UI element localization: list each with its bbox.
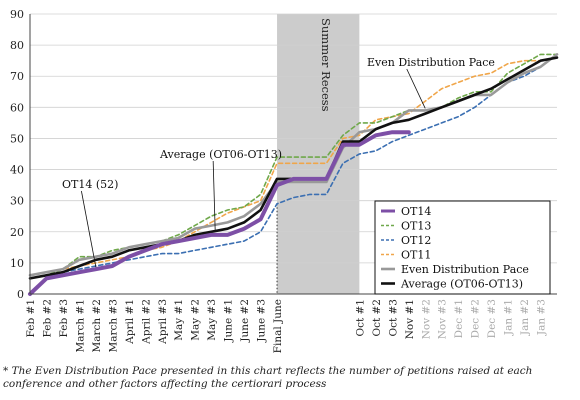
x-tick-label: Nov #3: [437, 299, 449, 339]
legend-item: Even Distribution Pace: [381, 263, 529, 276]
x-tick-label: Jan #3: [536, 299, 548, 336]
x-tick-label: Jan #2: [519, 299, 531, 336]
y-tick-label: 20: [10, 226, 24, 239]
y-tick-label: 60: [10, 101, 24, 114]
x-tick-label: Final June: [272, 299, 284, 353]
x-axis-tick-labels: Feb #1 Feb #2 Feb #3 March #1 March #2 March …: [25, 299, 548, 353]
x-tick-label: March #1: [74, 299, 86, 353]
legend-item: Average (OT06-OT13): [381, 278, 523, 291]
x-tick-label: May #2: [190, 299, 202, 341]
y-tick-label: 70: [10, 70, 24, 83]
series-line: [29, 56, 558, 277]
x-tick-label: Jan #1: [503, 299, 515, 336]
legend-box: [374, 200, 551, 295]
y-axis-tick-labels: 0 10 20 30 40 50 60 70 80 90: [10, 8, 24, 301]
y-tick-label: 50: [10, 132, 24, 145]
footnote-marker: *: [3, 365, 9, 377]
summer-recess-label: Summer Recess: [319, 18, 333, 112]
x-tick-label: Oct #1: [354, 299, 366, 337]
x-tick-label: May #1: [173, 299, 185, 341]
x-tick-label: Nov #1: [404, 299, 416, 339]
series-line: [29, 53, 558, 280]
legend-label: OT12: [401, 234, 431, 247]
legend-item: OT11: [381, 249, 431, 262]
chart-footnote: * The Even Distribution Pace presented i…: [3, 365, 577, 391]
x-tick-label: May #3: [206, 299, 218, 341]
annotation-ot14-pointer: [81, 190, 97, 268]
x-tick-label: Dec #1: [453, 299, 465, 338]
legend-label: OT13: [401, 220, 431, 233]
footnote-text: The Even Distribution Pace presented in …: [3, 365, 533, 390]
y-tick-label: 0: [17, 288, 24, 301]
y-tick-label: 90: [10, 8, 24, 21]
x-tick-label: March #3: [107, 299, 119, 353]
x-tick-label: Dec #2: [470, 299, 482, 338]
legend-label: OT11: [401, 249, 431, 262]
x-tick-label: Feb #2: [41, 299, 53, 337]
legend-label: Even Distribution Pace: [401, 263, 529, 276]
annotation-even-pace: Even Distribution Pace: [367, 56, 495, 69]
series-lines: [28, 53, 559, 296]
x-tick-label: Feb #1: [25, 299, 37, 337]
annotation-average: Average (OT06-OT13): [159, 148, 282, 161]
annotations: OT14 (52) Average (OT06-OT13) Even Distr…: [62, 56, 495, 268]
x-tick-label: Oct #3: [387, 299, 399, 337]
annotation-even-pace-pointer: [406, 68, 426, 109]
series-line: [28, 130, 411, 296]
x-tick-label: Feb #3: [58, 299, 70, 337]
x-tick-label: April #3: [157, 299, 169, 345]
summer-recess-band: [277, 14, 360, 294]
annotation-ot14: OT14 (52): [62, 178, 118, 191]
x-tick-label: Dec #3: [486, 299, 498, 338]
x-tick-label: June #1: [223, 299, 235, 343]
legend-item: OT13: [381, 220, 431, 233]
x-tick-label: June #2: [239, 299, 251, 343]
gridlines: [30, 13, 557, 295]
legend-label: Average (OT06-OT13): [400, 278, 523, 291]
series-line: [29, 53, 558, 280]
y-tick-label: 40: [10, 164, 24, 177]
legend-item: OT12: [381, 234, 431, 247]
x-tick-label: April #1: [124, 299, 136, 345]
y-tick-label: 80: [10, 39, 24, 52]
x-tick-label: March #2: [91, 299, 103, 353]
line-chart: 0 10 20 30 40 50 60 70 80 90 Feb #1 Feb #2 Feb #3 Ma…: [10, 8, 559, 354]
legend-label: OT14: [401, 205, 431, 218]
legend-item: OT14: [381, 205, 431, 218]
x-tick-label: Oct #2: [371, 299, 383, 337]
annotation-average-pointer: [212, 160, 216, 230]
x-tick-label: June #3: [256, 299, 268, 343]
y-tick-label: 10: [10, 257, 24, 270]
x-tick-label: Nov #2: [420, 299, 432, 339]
y-tick-label: 30: [10, 195, 24, 208]
x-tick-label: April #2: [140, 299, 152, 345]
